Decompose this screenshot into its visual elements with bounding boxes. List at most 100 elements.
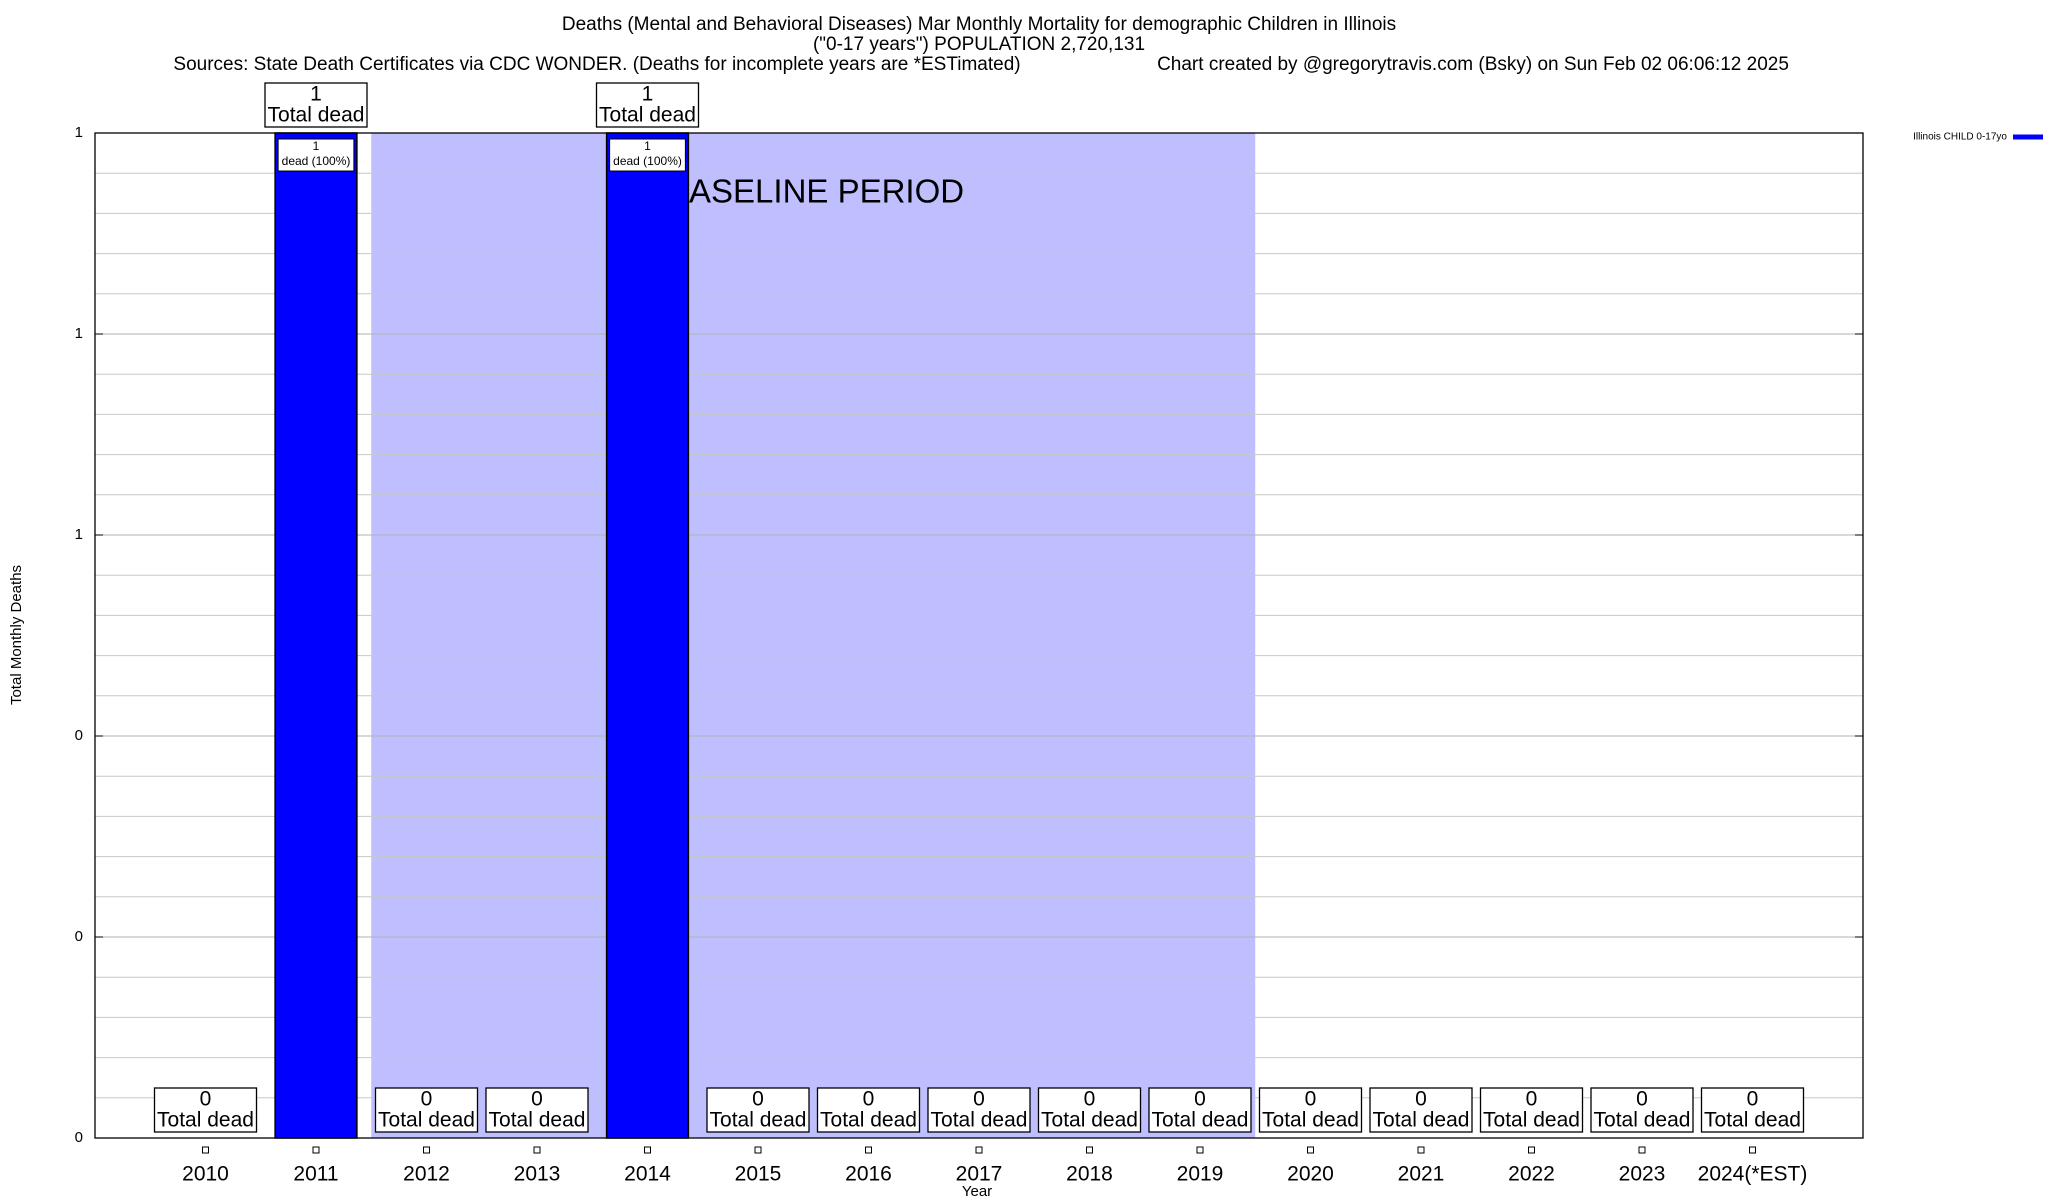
x-tick-label: 2019 xyxy=(1177,1163,1224,1186)
y-tick-label: 1 xyxy=(75,526,83,543)
value-label-box xyxy=(374,1087,479,1133)
value-label-box xyxy=(1590,1087,1694,1133)
x-tick xyxy=(202,1146,209,1154)
x-tick-label: 2016 xyxy=(845,1163,892,1186)
value-label-caption: Total dead xyxy=(489,1109,586,1132)
x-tick-label: 2011 xyxy=(293,1163,338,1186)
inner-label: dead (100%) xyxy=(282,154,351,168)
chart-subtitle: ("0-17 years") POPULATION 2,720,131 xyxy=(813,34,1145,55)
x-tick-label: 2018 xyxy=(1066,1163,1113,1186)
inner-label: dead (100%) xyxy=(613,154,682,168)
value-label-caption: Total dead xyxy=(599,104,696,127)
y-tick-label: 0 xyxy=(75,727,83,744)
value-label-caption: Total dead xyxy=(1483,1109,1580,1132)
value-label: 0 xyxy=(1194,1088,1206,1111)
value-label: 0 xyxy=(1084,1088,1096,1111)
value-label: 0 xyxy=(531,1088,543,1111)
value-label-box xyxy=(485,1087,589,1133)
x-tick-label: 2022 xyxy=(1508,1163,1555,1186)
value-label-caption: Total dead xyxy=(1152,1109,1249,1132)
value-label-caption: Total dead xyxy=(268,104,365,127)
chart-title: Deaths (Mental and Behavioral Diseases) … xyxy=(562,14,1396,35)
inner-label: 1 xyxy=(313,139,320,153)
inner-label-box xyxy=(277,138,355,172)
inner-label-box xyxy=(609,138,686,172)
x-tick xyxy=(1086,1146,1093,1154)
value-label: 1 xyxy=(310,83,322,106)
y-tick-label: 0 xyxy=(75,1129,83,1146)
value-label: 0 xyxy=(1305,1088,1317,1111)
x-axis-label: Year xyxy=(962,1183,992,1200)
x-tick xyxy=(754,1146,762,1154)
x-tick-label: 2023 xyxy=(1619,1163,1666,1186)
value-label-box xyxy=(1700,1087,1805,1133)
value-label-caption: Total dead xyxy=(710,1109,807,1132)
x-tick xyxy=(1749,1146,1756,1154)
value-label: 0 xyxy=(752,1088,764,1111)
x-tick-label: 2015 xyxy=(735,1163,782,1186)
value-label-box xyxy=(153,1087,258,1133)
value-label-caption: Total dead xyxy=(931,1109,1028,1132)
value-label: 0 xyxy=(421,1088,433,1111)
x-tick xyxy=(1196,1146,1204,1154)
value-label-box xyxy=(1258,1087,1363,1133)
value-label: 0 xyxy=(200,1088,212,1111)
value-label-box xyxy=(595,82,700,128)
inner-label: 1 xyxy=(644,139,651,153)
x-tick-label: 2020 xyxy=(1287,1163,1334,1186)
value-label-caption: Total dead xyxy=(820,1109,917,1132)
value-label-caption: Total dead xyxy=(1041,1109,1138,1132)
x-tick xyxy=(312,1146,320,1154)
x-tick-label: 2012 xyxy=(403,1163,450,1186)
value-label: 1 xyxy=(642,83,654,106)
x-tick xyxy=(533,1146,541,1154)
value-label-box xyxy=(816,1087,921,1133)
value-label: 0 xyxy=(1636,1088,1648,1111)
x-tick xyxy=(975,1146,983,1154)
plot-frame xyxy=(94,132,1864,1139)
value-label: 0 xyxy=(863,1088,875,1111)
bar xyxy=(274,132,358,1139)
value-label-box xyxy=(706,1087,810,1133)
credit: Chart created by @gregorytravis.com (Bsk… xyxy=(1157,54,1789,75)
y-tick-label: 0 xyxy=(75,928,83,945)
value-label: 0 xyxy=(1747,1088,1759,1111)
x-tick xyxy=(1528,1146,1535,1154)
x-tick-label: 2021 xyxy=(1398,1163,1445,1186)
x-tick-label: 2024(*EST) xyxy=(1698,1163,1808,1186)
value-label-box xyxy=(927,1087,1031,1133)
x-tick-label: 2017 xyxy=(956,1163,1003,1186)
value-label-caption: Total dead xyxy=(378,1109,475,1132)
value-label: 0 xyxy=(973,1088,985,1111)
x-tick xyxy=(865,1146,872,1154)
value-label-box xyxy=(264,82,368,128)
x-tick-label: 2010 xyxy=(182,1163,229,1186)
value-label-caption: Total dead xyxy=(157,1109,254,1132)
value-label: 0 xyxy=(1415,1088,1427,1111)
value-label: 0 xyxy=(1526,1088,1538,1111)
value-label-box xyxy=(1037,1087,1142,1133)
x-tick xyxy=(1417,1146,1425,1154)
x-tick-label: 2014 xyxy=(624,1163,671,1186)
value-label-caption: Total dead xyxy=(1262,1109,1359,1132)
value-label-box xyxy=(1479,1087,1584,1133)
value-label-caption: Total dead xyxy=(1594,1109,1691,1132)
value-label-box xyxy=(1148,1087,1252,1133)
y-axis-label: Total Monthly Deaths xyxy=(8,565,25,705)
y-tick-label: 1 xyxy=(75,325,83,342)
x-tick-label: 2013 xyxy=(514,1163,561,1186)
value-label-caption: Total dead xyxy=(1373,1109,1470,1132)
value-label-caption: Total dead xyxy=(1704,1109,1801,1132)
x-tick xyxy=(1307,1146,1314,1154)
x-tick xyxy=(644,1146,651,1154)
legend-label: Illinois CHILD 0-17yo xyxy=(1913,132,2007,143)
value-label-box xyxy=(1369,1087,1473,1133)
y-tick-label: 1 xyxy=(75,124,83,141)
baseline-shade xyxy=(371,133,1256,1138)
x-tick xyxy=(1638,1146,1646,1154)
sources: Sources: State Death Certificates via CD… xyxy=(173,54,1020,75)
bar xyxy=(605,132,690,1139)
baseline-label: BASELINE PERIOD xyxy=(667,173,964,210)
x-tick xyxy=(423,1146,430,1154)
